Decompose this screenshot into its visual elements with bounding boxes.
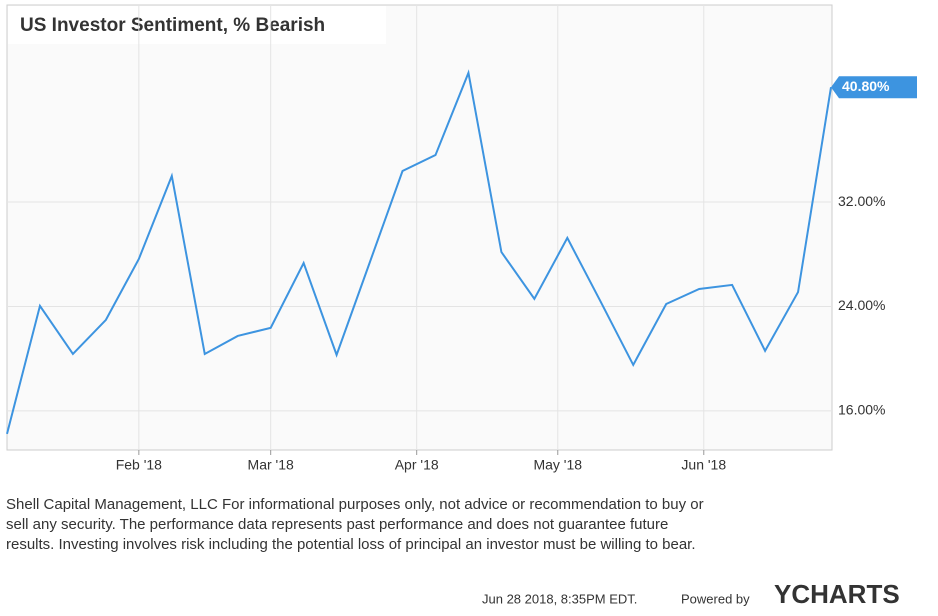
x-tick-label: May '18 [533, 457, 582, 473]
timestamp: Jun 28 2018, 8:35PM EDT. [482, 591, 637, 606]
last-value-label: 40.80% [842, 78, 890, 94]
line [6, 69, 832, 435]
powered-by: Powered by [681, 591, 750, 606]
x-tick-label: Jun '18 [681, 457, 726, 473]
y-tick-label: 24.00% [838, 297, 885, 313]
last-value-tag [831, 76, 917, 99]
plot-area [6, 4, 833, 451]
y-tick-label: 16.00% [838, 402, 885, 418]
disclaimer: sell any security. The performance data … [6, 516, 668, 533]
marks: 16.00% 24.00% 32.00% Feb '18 Mar '18 Apr '18 M… [6, 5, 917, 473]
x-tick-label: Mar '18 [248, 457, 294, 473]
y-tick-label: 32.00% [838, 193, 885, 209]
x-tick-label: Apr '18 [395, 457, 439, 473]
disclaimer: results. Investing involves risk includi… [6, 536, 696, 553]
x-tick-label: Feb '18 [116, 457, 162, 473]
title-box [8, 6, 386, 44]
disclaimer: Shell Capital Management, LLC For inform… [6, 496, 704, 513]
chart-title: US Investor Sentiment, % Bearish [20, 15, 325, 36]
brand-logo: YCHARTS [774, 579, 900, 609]
